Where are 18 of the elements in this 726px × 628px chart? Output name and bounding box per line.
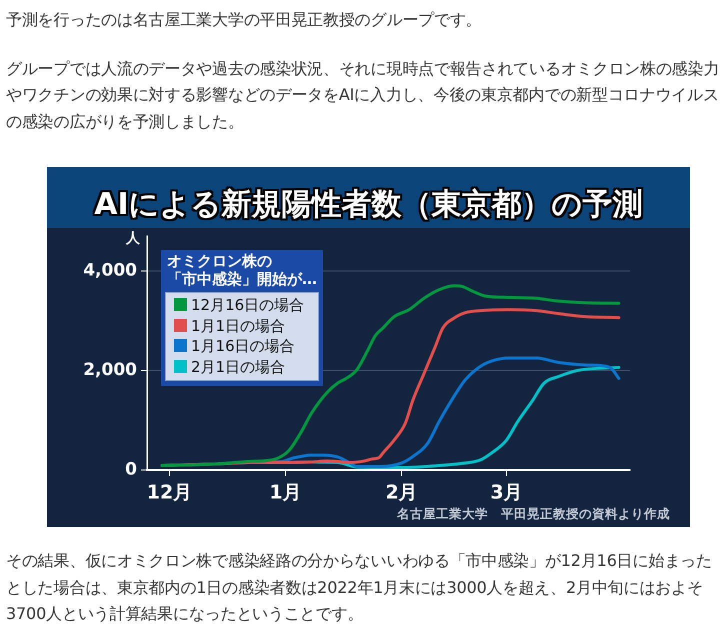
x-tick-label: 12月 xyxy=(146,481,192,504)
legend-label: 1月1日の場合 xyxy=(190,316,286,336)
x-tick-label: 2月 xyxy=(385,481,418,504)
text: 名古屋工業大学 平田晃正教授の資料より作成 xyxy=(397,506,670,521)
legend-title: オミクロン株の「市中感染」開始が… xyxy=(166,252,318,290)
y-axis-title: 人 xyxy=(125,230,141,247)
legend-label: 1月16日の場合 xyxy=(190,336,296,356)
legend-label: 12月16日の場合 xyxy=(190,295,306,316)
text: 予測を行ったのは名古屋工業大学の平田晃正教授のグループです。 xyxy=(6,9,483,31)
y-tick-label: 0 xyxy=(125,459,138,480)
y-tick-label: 4,000 xyxy=(83,260,138,280)
x-tick-label: 3月 xyxy=(490,481,523,504)
x-tick-label: 1月 xyxy=(269,481,302,504)
text: その結果、仮にオミクロン株で感染経路の分からないいわゆる「市中感染」が12月16日に始まったとした場合は、東京都内の1日の感染者数は2022年1月末には3000人を超え、2月中旬にはおよそ3700人という計算結果になったということです。 xyxy=(6,550,713,625)
chart-title: AIによる新規陽性者数（東京都）の予測 xyxy=(93,186,644,223)
text: グループでは人流のデータや過去の感染状況、それに現時点で報告されているオミクロン株の感染力やワクチンの効果に対する影響などのデータをAIに入力し、今後の東京都内での新型コロナウイルスの感染の広がりを予測しました。 xyxy=(6,58,720,132)
y-tick-label: 2,000 xyxy=(83,360,138,380)
legend-label: 2月1日の場合 xyxy=(190,356,286,377)
